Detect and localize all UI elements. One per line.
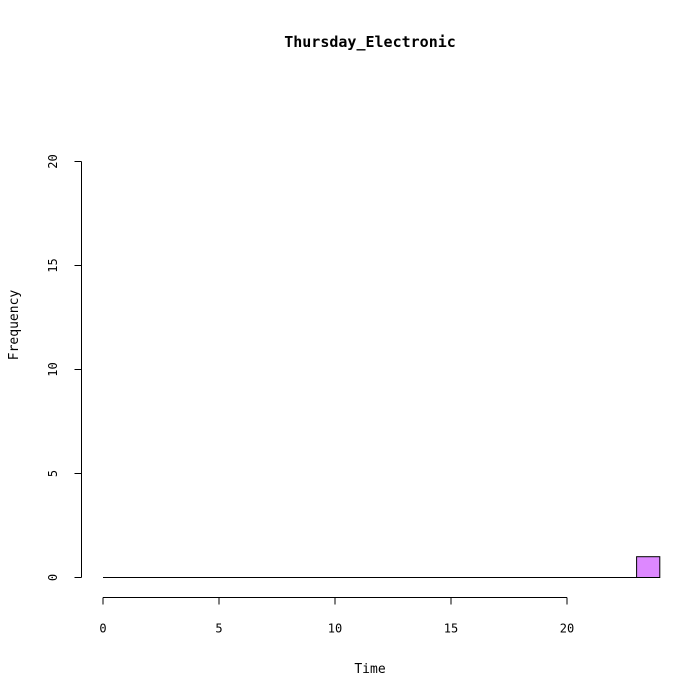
x-tick-label-0: 0: [99, 622, 106, 636]
y-tick-label-10: 10: [46, 362, 60, 376]
y-tick-label-20: 20: [46, 154, 60, 168]
x-tick-label-20: 20: [560, 622, 574, 636]
histogram-bar-1: [636, 556, 661, 579]
y-tick-label-5: 5: [46, 470, 60, 477]
x-axis-label: Time: [354, 662, 385, 677]
y-axis-label: Frequency: [7, 290, 22, 361]
x-tick-label-5: 5: [215, 622, 222, 636]
y-tick-label-15: 15: [46, 258, 60, 272]
x-tick-label-15: 15: [444, 622, 458, 636]
y-tick-label-0: 0: [46, 574, 60, 581]
plot-area: 0 5 10 15 20 0 5 10 15 20: [46, 154, 661, 636]
x-tick-label-10: 10: [328, 622, 342, 636]
chart-title: Thursday_Electronic: [284, 33, 456, 51]
